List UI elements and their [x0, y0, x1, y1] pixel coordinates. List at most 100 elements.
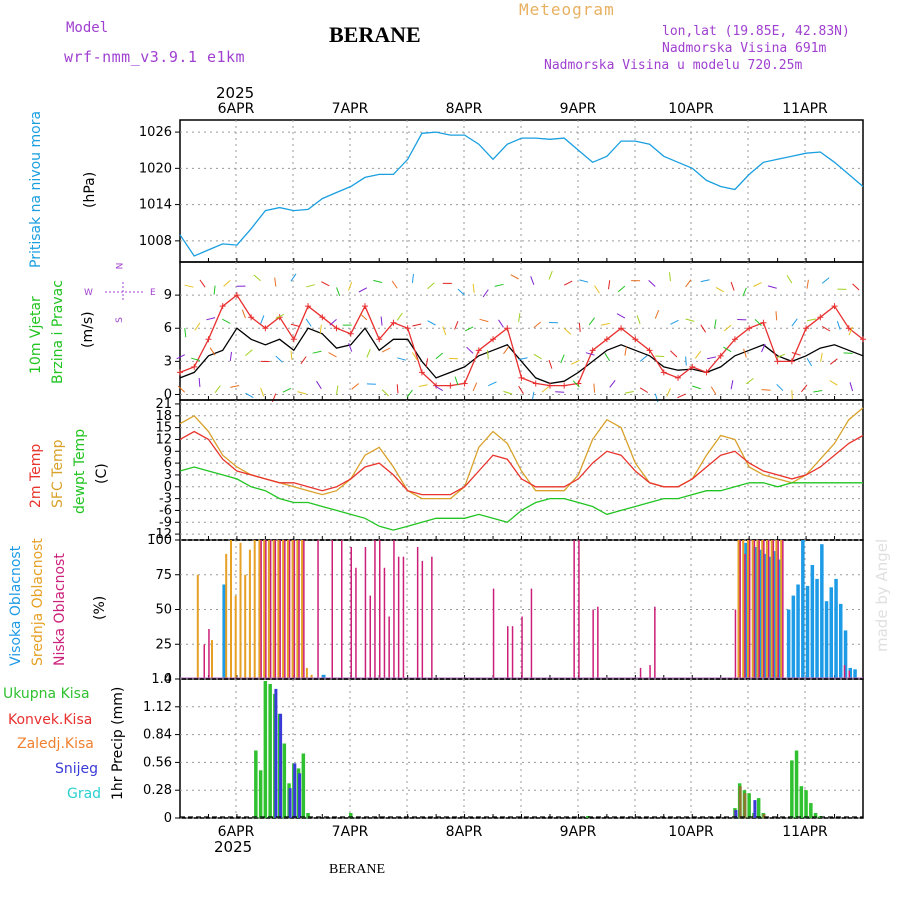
- bar-total: [794, 750, 799, 818]
- gust-marker: [404, 325, 411, 332]
- wind-arrow: [336, 385, 339, 395]
- bar-low: [260, 540, 262, 679]
- wind-arrow: [464, 326, 474, 332]
- wind-arrow: [593, 383, 596, 393]
- gust-marker: [632, 336, 639, 343]
- bar-mid: [244, 574, 247, 680]
- gust-marker: [860, 336, 866, 343]
- gust-marker: [803, 325, 810, 332]
- bar-total: [813, 813, 818, 818]
- bar-mid: [756, 540, 759, 679]
- bar-mid: [747, 540, 749, 679]
- bar-low: [772, 540, 775, 679]
- wind-arrow: [801, 384, 808, 393]
- bar-mid: [230, 540, 232, 679]
- wind-arrow: [380, 316, 383, 326]
- wind-arrow: [494, 283, 504, 287]
- bar-high: [834, 578, 838, 679]
- wind-arrow: [253, 274, 261, 282]
- bar-low: [317, 540, 319, 679]
- bar-low: [507, 626, 509, 679]
- bar-low: [379, 540, 381, 679]
- wind-arrow: [533, 353, 542, 360]
- wind-arrow: [329, 319, 337, 326]
- bar-low: [782, 540, 784, 679]
- gust-marker: [347, 330, 354, 337]
- bar-mid: [286, 540, 289, 679]
- bar-low: [355, 567, 357, 679]
- bar-mid: [310, 674, 313, 679]
- wind-arrow: [488, 381, 497, 387]
- wind-arrow: [213, 285, 216, 295]
- gust-marker: [233, 292, 240, 299]
- wind-arrow: [820, 352, 823, 362]
- wind-arrow: [319, 324, 322, 334]
- bar-low: [369, 595, 371, 679]
- wind-arrow: [479, 318, 489, 323]
- wind-arrow: [472, 382, 478, 392]
- gust-marker: [433, 382, 440, 389]
- wind-arrow: [806, 358, 813, 367]
- gust-marker: [817, 314, 824, 321]
- wind-arrow: [290, 323, 300, 327]
- wind-arrow: [503, 346, 510, 355]
- wind-arrow: [214, 385, 221, 394]
- bar-low: [279, 540, 281, 679]
- gust-marker: [689, 363, 696, 370]
- series-line-t2m: [179, 430, 864, 496]
- wind-arrow: [843, 352, 853, 354]
- bar-mid: [770, 540, 773, 679]
- wind-arrow: [531, 391, 535, 401]
- series-line-dew: [179, 466, 863, 531]
- gust-marker: [831, 303, 838, 310]
- ytick-label-temperature: 6: [164, 456, 172, 471]
- wind-arrow: [677, 393, 686, 399]
- wind-arrow: [260, 387, 265, 397]
- date-tick-bottom: 7APR: [332, 824, 369, 840]
- wind-arrow: [754, 319, 762, 326]
- wind-arrow: [723, 346, 732, 353]
- ytick-label-temperature: 0: [164, 480, 172, 495]
- ytick-label-pressure: 1008: [139, 234, 172, 249]
- bar-conv: [743, 793, 747, 818]
- compass-w: W: [84, 288, 93, 298]
- bar-low: [734, 609, 737, 679]
- wind-arrow: [715, 286, 725, 293]
- gust-marker: [731, 336, 738, 343]
- wind-arrow: [548, 359, 553, 369]
- bar-high: [796, 584, 800, 679]
- wind-arrow: [434, 385, 444, 391]
- gust-marker: [418, 369, 425, 376]
- wind-arrow: [510, 274, 519, 280]
- wind-arrow: [588, 317, 595, 326]
- ytick-label-temperature: 18: [155, 409, 172, 424]
- bar-high: [791, 595, 796, 679]
- bar-low: [649, 665, 651, 679]
- bar-low: [758, 540, 760, 679]
- bar-total: [268, 684, 272, 818]
- gust-marker: [760, 319, 767, 326]
- wind-arrow: [821, 326, 831, 332]
- bar-low: [298, 540, 300, 679]
- wind-arrow: [275, 355, 283, 363]
- bar-high: [786, 609, 791, 679]
- bar-low: [767, 540, 770, 679]
- series-line-sfc: [179, 407, 864, 500]
- bar-mid: [282, 540, 285, 679]
- wind-arrow: [608, 280, 611, 290]
- wind-arrow: [498, 319, 504, 328]
- wind-arrow: [275, 313, 285, 319]
- bar-total: [258, 770, 263, 818]
- wind-arrow: [742, 287, 747, 297]
- bar-total: [747, 793, 751, 818]
- year-top: 2025: [216, 84, 255, 102]
- bar-low: [777, 540, 779, 679]
- bar-total: [790, 760, 794, 818]
- wind-arrow: [700, 324, 707, 333]
- ytick-label-temperature: -3: [159, 492, 172, 507]
- wind-arrow: [454, 376, 459, 386]
- bar-high: [744, 542, 748, 679]
- gust-marker: [589, 347, 596, 354]
- ytick-label-wind: 3: [164, 354, 172, 369]
- wind-arrow: [563, 280, 573, 286]
